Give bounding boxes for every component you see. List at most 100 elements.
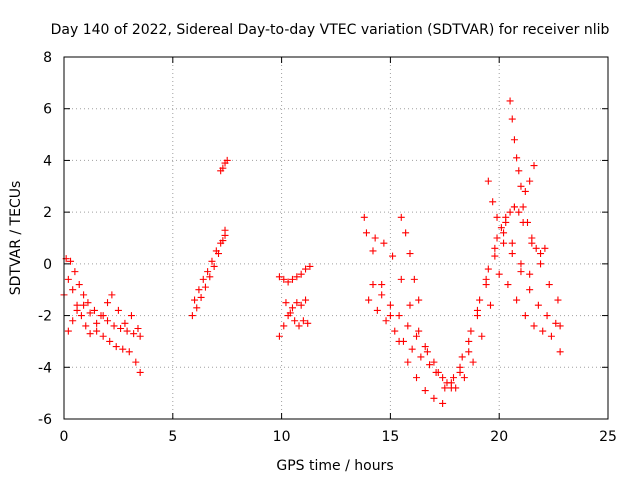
y-tick-label: 0: [43, 257, 52, 273]
data-point: [110, 322, 118, 330]
data-point: [90, 306, 98, 314]
data-points: [60, 97, 564, 407]
data-point: [486, 301, 494, 309]
data-point: [410, 275, 418, 283]
data-point: [219, 164, 227, 172]
data-point: [204, 268, 212, 276]
series-arc-b2: [191, 231, 229, 304]
x-tick-label: 5: [168, 429, 177, 445]
series-arc-a2: [62, 255, 144, 340]
data-point: [415, 327, 423, 335]
data-point: [491, 252, 499, 260]
data-point: [473, 312, 481, 320]
data-point: [114, 306, 122, 314]
data-point: [188, 312, 196, 320]
data-point: [67, 257, 75, 265]
data-point: [293, 299, 301, 307]
data-point: [510, 136, 518, 144]
data-point: [117, 325, 125, 332]
data-point: [93, 319, 101, 327]
data-point: [530, 162, 538, 170]
data-point: [413, 332, 421, 340]
data-point: [282, 299, 290, 307]
data-point: [106, 337, 114, 345]
data-point: [104, 317, 112, 325]
data-point: [484, 177, 492, 185]
data-point: [93, 327, 101, 335]
data-point: [513, 154, 521, 162]
data-point: [508, 250, 516, 258]
data-point: [465, 348, 473, 356]
data-point: [537, 250, 545, 258]
data-point: [508, 239, 516, 247]
data-point: [532, 244, 540, 252]
data-point: [534, 301, 542, 309]
y-tick-label: 8: [43, 50, 52, 66]
data-point: [556, 322, 564, 330]
data-point: [82, 322, 90, 330]
data-point: [526, 270, 534, 278]
series-arc-d2: [362, 203, 562, 392]
data-point: [526, 177, 534, 185]
data-point: [373, 306, 381, 314]
data-point: [478, 332, 486, 340]
data-point: [306, 262, 314, 270]
x-tick-label: 0: [60, 429, 69, 445]
data-point: [112, 343, 120, 351]
data-point: [130, 330, 138, 338]
data-point: [495, 270, 503, 278]
data-point: [201, 283, 209, 291]
data-point: [284, 278, 292, 286]
data-point: [537, 260, 545, 268]
data-point: [556, 348, 564, 356]
data-point: [223, 156, 231, 164]
data-point: [69, 317, 77, 325]
data-point: [547, 332, 555, 340]
data-point: [369, 247, 377, 255]
series-arc-d6: [484, 177, 549, 258]
data-point: [530, 322, 538, 330]
data-point: [371, 234, 379, 242]
data-point: [86, 309, 94, 317]
data-point: [365, 296, 373, 304]
y-tick-labels: -6 -4 -2 0 2 4 6 8: [38, 50, 52, 428]
data-point: [299, 317, 307, 325]
data-point: [104, 299, 112, 307]
data-point: [539, 327, 547, 335]
data-point: [80, 291, 88, 299]
data-point: [504, 281, 512, 289]
data-point: [191, 296, 199, 304]
data-point: [197, 293, 205, 301]
data-point: [450, 374, 458, 382]
data-point: [476, 296, 484, 304]
data-point: [121, 319, 129, 327]
series-arc-d7: [506, 97, 538, 195]
data-point: [413, 374, 421, 382]
data-point: [280, 275, 288, 283]
data-point: [469, 358, 477, 366]
data-point: [297, 270, 305, 278]
y-tick-label: 6: [43, 102, 52, 118]
data-point: [408, 345, 416, 353]
series-arc-a1: [60, 275, 144, 376]
data-point: [195, 286, 203, 294]
data-point: [132, 358, 140, 366]
data-point: [545, 281, 553, 289]
data-point: [506, 97, 514, 105]
data-point: [517, 268, 525, 276]
data-point: [430, 394, 438, 402]
data-point: [402, 229, 410, 237]
data-point: [288, 304, 296, 312]
data-point: [404, 322, 412, 330]
data-point: [275, 332, 283, 340]
data-point: [288, 275, 296, 283]
data-point: [447, 379, 455, 387]
data-point: [199, 275, 207, 283]
data-point: [80, 301, 88, 309]
data-point: [493, 213, 501, 221]
data-point: [519, 203, 527, 211]
data-point: [497, 224, 505, 232]
data-point: [458, 353, 466, 361]
data-point: [395, 312, 403, 320]
series-arc-d5: [397, 213, 423, 304]
